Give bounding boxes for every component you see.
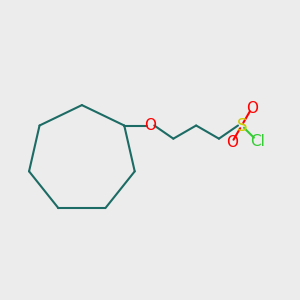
Text: S: S <box>236 116 247 134</box>
Text: Cl: Cl <box>250 134 265 149</box>
Text: O: O <box>226 135 238 150</box>
Text: O: O <box>246 100 258 116</box>
Text: O: O <box>145 118 157 133</box>
